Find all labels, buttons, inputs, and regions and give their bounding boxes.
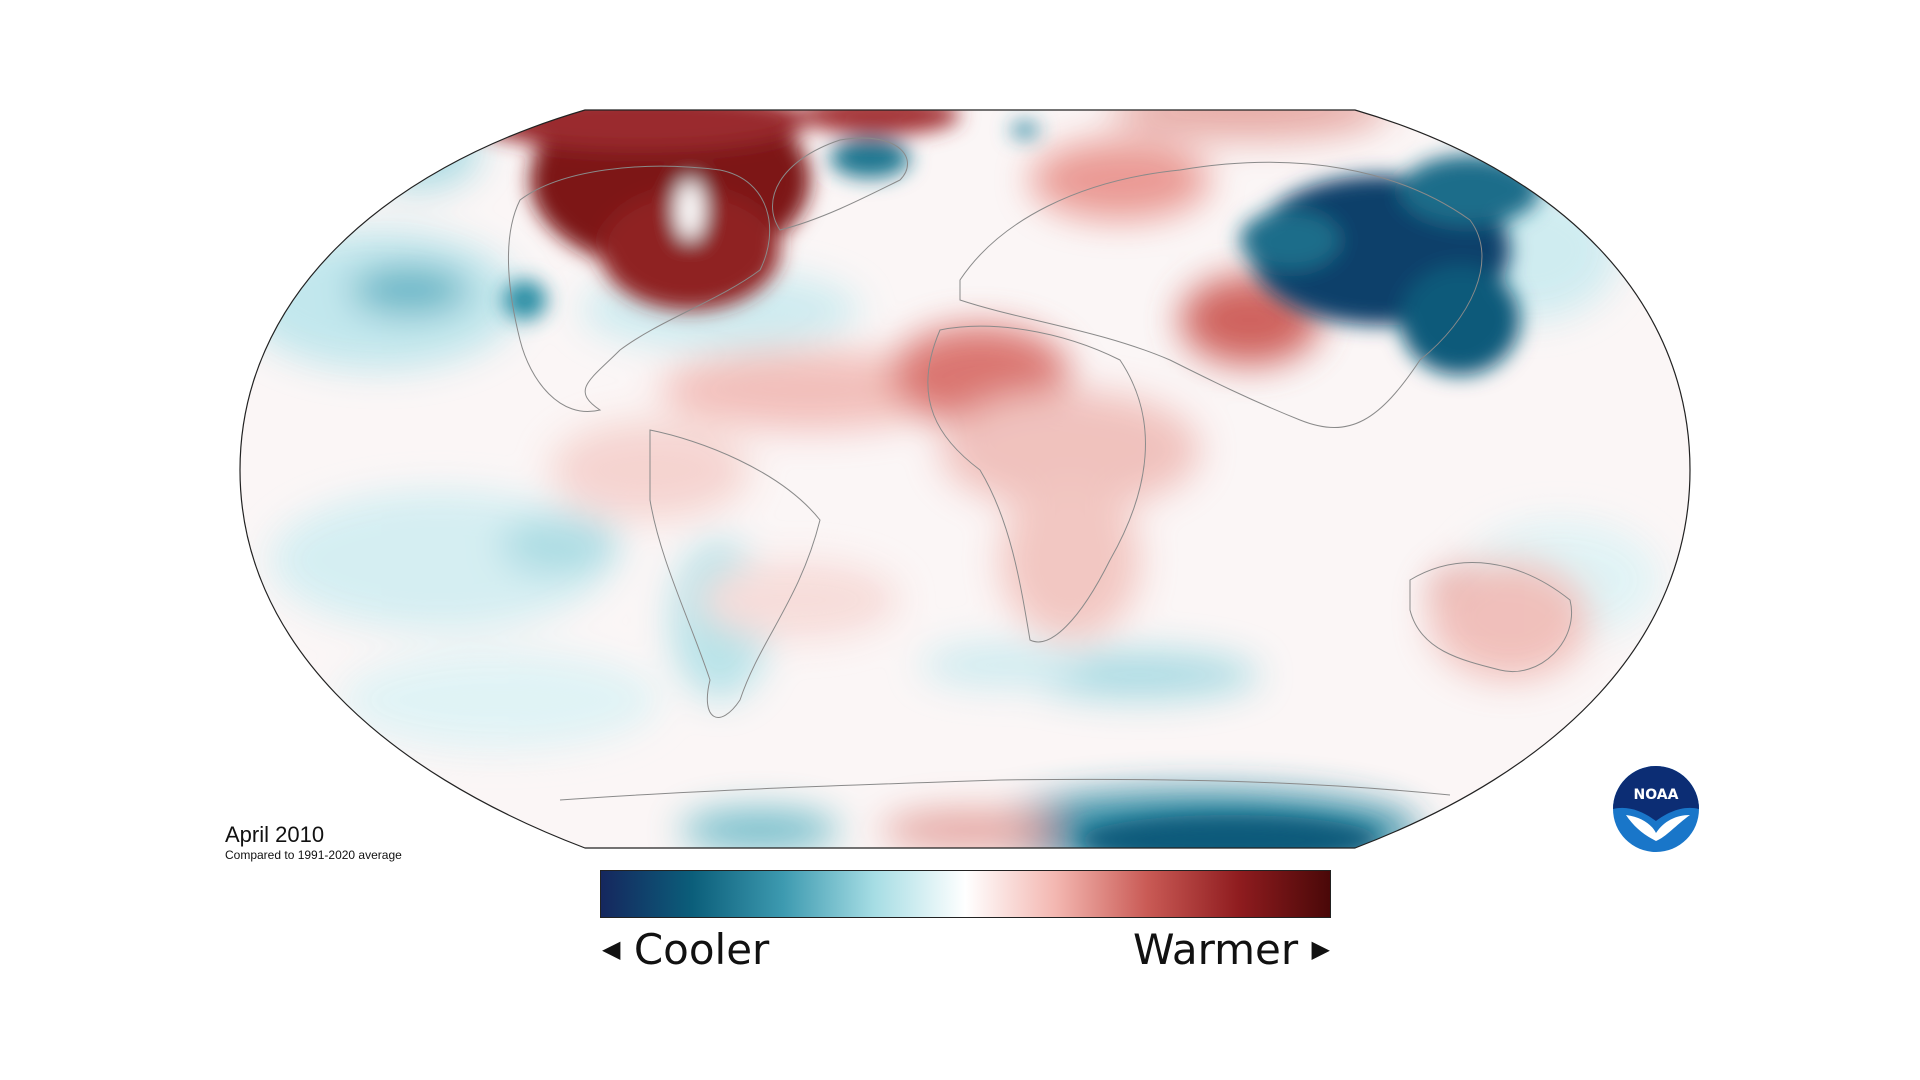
noaa-logo: NOAA: [1613, 766, 1699, 852]
noaa-logo-text: NOAA: [1634, 787, 1679, 803]
legend-high: Warmer ▶: [1133, 925, 1330, 974]
map-subtitle: Compared to 1991-2020 average: [225, 848, 402, 862]
color-scale-bar: [600, 870, 1331, 918]
legend-low-label: Cooler: [633, 925, 770, 974]
legend-high-label: Warmer: [1133, 925, 1299, 974]
map-title: April 2010: [225, 822, 325, 847]
anomaly-field: [240, 110, 1690, 848]
left-triangle-icon: ◀: [602, 934, 621, 963]
coastlines: [508, 137, 1572, 801]
legend-low: ◀ Cooler: [602, 925, 769, 974]
map-frame: [239, 109, 1691, 849]
right-triangle-icon: ▶: [1311, 934, 1330, 963]
